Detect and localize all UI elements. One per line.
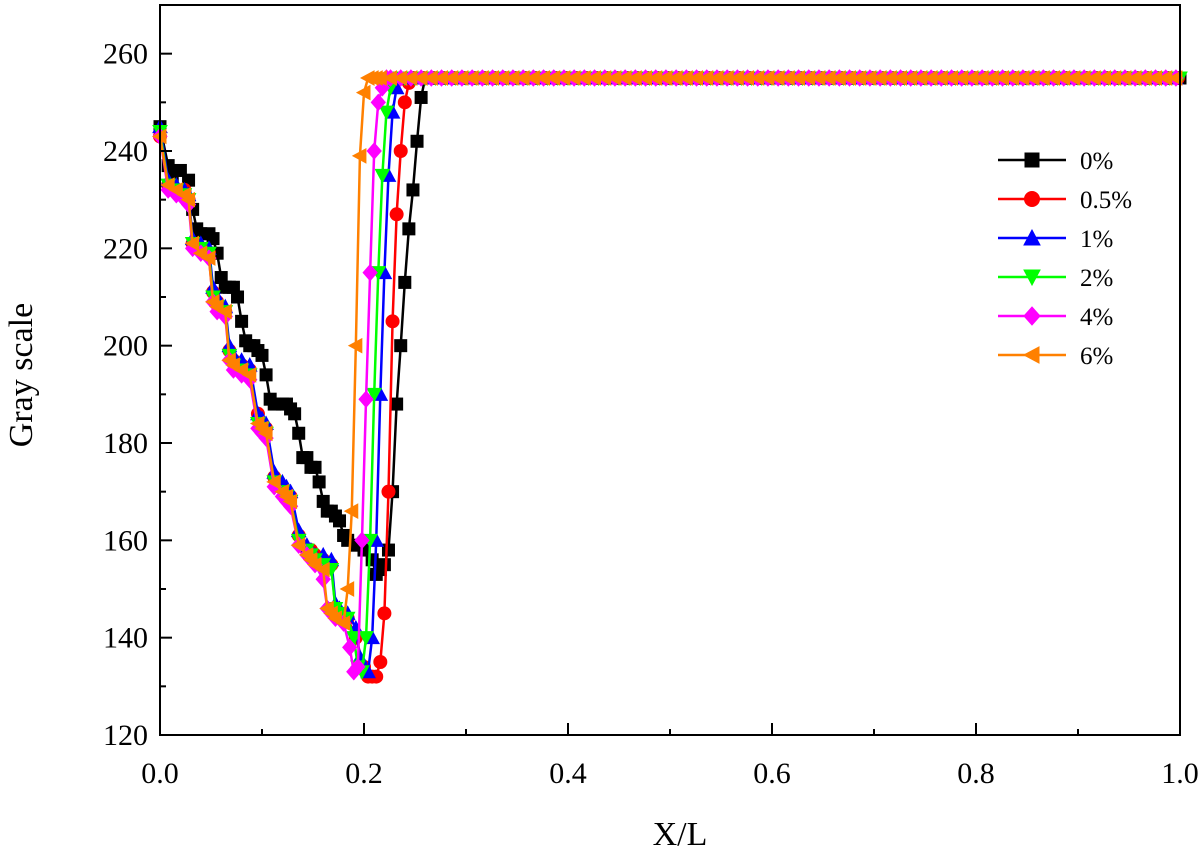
y-tick-label: 140 bbox=[103, 622, 148, 655]
data-point-marker bbox=[381, 543, 395, 557]
x-tick-label: 0.6 bbox=[753, 757, 791, 790]
legend-label: 0.5% bbox=[1080, 187, 1132, 214]
data-point-marker bbox=[406, 183, 420, 197]
data-point-marker bbox=[342, 638, 358, 657]
data-point-marker bbox=[377, 606, 392, 621]
legend-item: 0% bbox=[998, 148, 1113, 175]
y-tick-label: 180 bbox=[103, 427, 148, 460]
data-point-marker bbox=[312, 475, 326, 489]
legend: 0% 0.5% 1% 2% 4% 6% bbox=[998, 148, 1132, 370]
data-point-marker bbox=[173, 163, 187, 177]
data-point-marker bbox=[1023, 306, 1041, 326]
data-point-marker bbox=[389, 207, 404, 222]
data-point-marker bbox=[288, 407, 302, 421]
data-point-marker bbox=[398, 275, 412, 289]
data-point-marker bbox=[241, 367, 257, 383]
data-point-marker bbox=[266, 474, 281, 490]
data-point-marker bbox=[217, 303, 232, 320]
data-point-marker bbox=[308, 460, 322, 474]
data-point-marker bbox=[394, 339, 408, 353]
legend-label: 4% bbox=[1080, 304, 1113, 331]
x-tick-label: 0.4 bbox=[549, 757, 587, 790]
data-point-marker bbox=[345, 631, 362, 646]
data-point-marker bbox=[402, 222, 416, 236]
series-6% bbox=[151, 70, 1183, 631]
data-point-marker bbox=[393, 144, 408, 158]
data-point-marker bbox=[1023, 269, 1041, 287]
y-axis-title: Gray scale bbox=[3, 303, 40, 447]
data-point-marker bbox=[397, 95, 412, 110]
y-tick-label: 120 bbox=[103, 719, 148, 752]
data-point-marker bbox=[206, 232, 220, 246]
legend-item: 0.5% bbox=[998, 187, 1132, 214]
data-point-marker bbox=[1167, 70, 1183, 86]
x-tick-label: 1.0 bbox=[1161, 757, 1199, 790]
data-point-marker bbox=[378, 105, 395, 121]
data-point-marker bbox=[366, 387, 383, 403]
y-tick-label: 220 bbox=[103, 232, 148, 265]
legend-label: 0% bbox=[1080, 148, 1113, 175]
data-point-marker bbox=[351, 148, 367, 164]
data-point-marker bbox=[255, 348, 269, 362]
legend-item: 2% bbox=[998, 265, 1113, 292]
data-point-marker bbox=[290, 537, 306, 554]
data-point-marker bbox=[347, 337, 363, 354]
data-point-marker bbox=[180, 191, 196, 208]
x-tick-label: 0.8 bbox=[957, 757, 995, 790]
data-point-marker bbox=[358, 390, 374, 408]
data-point-marker bbox=[385, 314, 400, 329]
legend-item: 1% bbox=[998, 226, 1113, 253]
data-point-marker bbox=[381, 484, 396, 499]
data-point-marker bbox=[373, 655, 388, 669]
data-point-marker bbox=[184, 235, 200, 252]
data-point-marker bbox=[355, 84, 371, 101]
data-point-marker bbox=[370, 93, 386, 112]
data-point-marker bbox=[377, 558, 391, 572]
data-point-marker bbox=[333, 514, 347, 528]
data-point-marker bbox=[354, 531, 370, 550]
data-point-marker bbox=[292, 426, 306, 440]
data-point-marker bbox=[282, 493, 298, 510]
legend-label: 1% bbox=[1080, 226, 1113, 253]
series-line bbox=[158, 76, 1180, 576]
x-tick-label: 0.0 bbox=[141, 757, 179, 790]
y-tick-label: 200 bbox=[103, 330, 148, 363]
data-point-marker bbox=[350, 658, 366, 676]
y-tick-label: 260 bbox=[103, 38, 148, 71]
plot-frame bbox=[159, 4, 1181, 736]
data-point-marker bbox=[358, 631, 374, 646]
series-line bbox=[158, 76, 1180, 678]
data-point-marker bbox=[1024, 152, 1040, 168]
data-point-marker bbox=[339, 581, 355, 597]
legend-item: 4% bbox=[998, 304, 1113, 331]
y-tick-label: 160 bbox=[103, 524, 148, 557]
plot-series-layer bbox=[151, 69, 1188, 684]
data-point-marker bbox=[231, 290, 245, 304]
data-point-marker bbox=[315, 561, 330, 578]
data-point-marker bbox=[390, 397, 404, 411]
data-point-marker bbox=[258, 425, 273, 442]
data-point-marker bbox=[366, 142, 382, 160]
data-point-marker bbox=[1022, 346, 1040, 364]
data-point-marker bbox=[1024, 191, 1040, 207]
data-point-marker bbox=[235, 314, 249, 328]
data-point-marker bbox=[343, 503, 359, 519]
data-point-marker bbox=[362, 263, 378, 282]
x-axis-title: X/L bbox=[653, 816, 708, 853]
data-point-marker bbox=[1023, 228, 1041, 246]
x-tick-label: 0.2 bbox=[345, 757, 383, 790]
data-point-marker bbox=[410, 134, 424, 148]
data-point-marker bbox=[200, 250, 216, 266]
legend-label: 6% bbox=[1080, 343, 1113, 370]
data-point-marker bbox=[259, 368, 273, 382]
legend-label: 2% bbox=[1080, 265, 1113, 292]
data-point-marker bbox=[374, 168, 391, 184]
y-tick-label: 240 bbox=[103, 135, 148, 168]
axis-ticks-layer: 0.0 0.2 0.4 0.6 0.8 1.0 120 140 160 180 200 220 240 2… bbox=[103, 4, 1199, 790]
series-0% bbox=[153, 71, 1187, 581]
legend-item: 6% bbox=[998, 343, 1113, 370]
data-point-marker bbox=[414, 90, 428, 104]
data-point-marker bbox=[335, 615, 351, 631]
